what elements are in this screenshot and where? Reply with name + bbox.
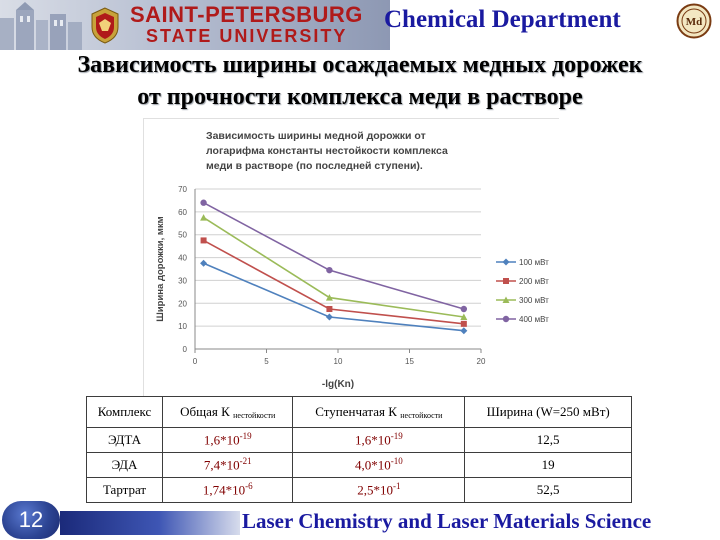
cell-step-k: 1,6*10-19 (292, 427, 466, 453)
header-total-k: Общая К нестойкости (162, 396, 294, 428)
legend-marker (502, 315, 510, 323)
cell-total-k: 1,74*10-6 (162, 477, 294, 503)
university-banner: SAINT-PETERSBURG STATE UNIVERSITY (0, 0, 390, 50)
chart-canvas: Зависимость ширины медной дорожки от лога… (155, 130, 549, 390)
legend-marker (502, 296, 510, 303)
x-tick-label: 15 (405, 357, 414, 366)
y-tick-label: 10 (178, 322, 187, 331)
series-line (203, 202, 465, 310)
x-axis-label: -lg(Kn) (322, 379, 354, 390)
data-point (460, 327, 468, 335)
legend-label: 400 мВт (519, 315, 549, 324)
data-point (200, 259, 208, 267)
cell-width: 19 (464, 452, 632, 478)
y-tick-label: 70 (178, 185, 187, 194)
data-point (460, 320, 467, 327)
city-skyline-icon (0, 2, 82, 50)
page-number: 12 (2, 501, 60, 539)
y-tick-label: 60 (178, 208, 187, 217)
legend-label: 300 мВт (519, 296, 549, 305)
legend-label: 100 мВт (519, 258, 549, 267)
table-header-row: Комплекс Общая К нестойкости Ступенчатая… (85, 396, 632, 428)
seal-text: Md (686, 16, 703, 28)
cell-total-k: 7,4*10-21 (162, 452, 294, 478)
cell-step-k: 2,5*10-1 (292, 477, 466, 503)
table-row-eda: ЭДА 7,4*10-21 4,0*10-10 19 (85, 452, 632, 478)
data-point (325, 313, 333, 321)
logo-line2: STATE UNIVERSITY (146, 26, 348, 46)
table-row-tartrate: Тартрат 1,74*10-6 2,5*10-1 52,5 (85, 477, 632, 503)
department-title: Chemical Department (384, 6, 621, 33)
legend-marker (502, 258, 510, 266)
legend-label: 200 мВт (519, 277, 549, 286)
header-complex: Комплекс (85, 396, 164, 428)
table-row-edta: ЭДТА 1,6*10-19 1,6*10-19 12,5 (85, 427, 632, 453)
data-point (326, 266, 333, 274)
data-point (460, 305, 468, 313)
y-tick-label: 0 (183, 345, 188, 354)
cell-complex: Тартрат (85, 477, 164, 503)
department-seal-icon: Md (676, 3, 712, 39)
chart-title-line: меди в растворе (по последней ступени). (206, 160, 423, 172)
data-point (460, 313, 468, 320)
cell-complex: ЭДА (85, 452, 164, 478)
y-tick-label: 30 (178, 276, 187, 285)
slide-title: Зависимость ширины осаждаемых медных дор… (0, 49, 720, 113)
y-tick-label: 40 (178, 254, 187, 263)
legend-marker (503, 278, 509, 284)
complex-table: Комплекс Общая К нестойкости Ступенчатая… (85, 396, 632, 503)
footer-bar (60, 511, 240, 535)
chart-title-line: Зависимость ширины медной дорожки от (206, 130, 426, 142)
slide-title-line2: от прочности комплекса меди в растворе (137, 84, 583, 110)
header-step-k: Ступенчатая К нестойкости (292, 396, 466, 428)
x-tick-label: 5 (264, 357, 269, 366)
data-point (200, 214, 208, 221)
cell-width: 12,5 (464, 427, 632, 453)
y-tick-label: 50 (178, 231, 187, 240)
header-step-k-subscript: нестойкости (400, 411, 443, 420)
y-tick-label: 20 (178, 299, 187, 308)
data-point (325, 294, 333, 301)
chart-title-line: логарифма константы нестойкости комплекс… (206, 145, 448, 157)
cell-total-k: 1,6*10-19 (162, 427, 294, 453)
x-tick-label: 20 (477, 357, 486, 366)
data-point (326, 306, 333, 312)
y-axis-label: Ширина дорожки, мкм (155, 216, 166, 321)
data-point (200, 237, 207, 244)
data-point (200, 199, 207, 206)
line-chart: Зависимость ширины медной дорожки от лога… (143, 118, 559, 397)
cell-complex: ЭДТА (85, 427, 164, 453)
footer-title: Laser Chemistry and Laser Materials Scie… (242, 509, 652, 533)
logo-line1: SAINT-PETERSBURG (130, 2, 363, 27)
cell-step-k: 4,0*10-10 (292, 452, 466, 478)
x-tick-label: 0 (193, 357, 198, 366)
header-width: Ширина (W=250 мВт) (464, 396, 632, 428)
university-emblem-icon (91, 7, 119, 44)
header-total-k-subscript: нестойкости (233, 411, 276, 420)
x-tick-label: 10 (334, 357, 343, 366)
slide-title-line1: Зависимость ширины осаждаемых медных дор… (77, 52, 643, 78)
cell-width: 52,5 (464, 477, 632, 503)
series-line (203, 216, 464, 318)
